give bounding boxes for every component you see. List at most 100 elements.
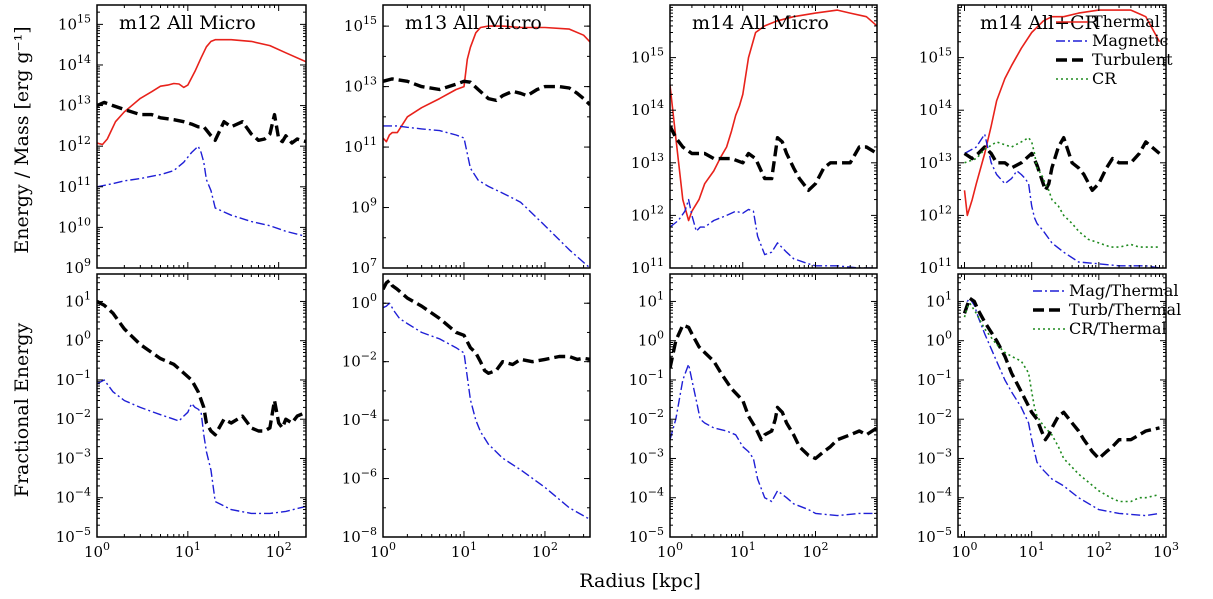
series-line-magnetic [97,145,306,238]
y-tick-label: 1011 [631,256,664,277]
legend-entry: Magnetic [1092,31,1168,50]
series-line-mag-thermal [670,363,877,517]
panel-5: 100 101 102 10−5 10−4 10−3 10−2 10−1 100 101 [56,273,307,561]
y-tick-label: 10−1 [629,368,664,389]
y-tick-label: 1015 [919,46,952,67]
series-line-turb-thermal [670,323,877,461]
y-tick-label: 100 [351,291,377,312]
series-line-cr [964,136,1160,248]
series-line-turb-thermal [97,299,306,437]
y-tick-label: 1015 [58,12,91,33]
axes-frame [382,273,591,538]
series-line-thermal [670,9,877,222]
legend-entry: CR [1092,69,1117,88]
axes-frame [957,4,1167,269]
x-tick-label: 103 [1153,540,1179,561]
y-tick-label: 10−4 [917,486,952,507]
y-tick-label: 1015 [344,14,377,35]
y-tick-label: 1013 [344,75,377,96]
y-tick-label: 10−4 [56,486,91,507]
y-tick-label: 10−3 [917,446,952,467]
panel-title: m13 All Micro [405,12,542,34]
y-tick-label: 10−4 [629,486,664,507]
panel-4: 1011 1012 1013 1014 1015 m14 All+CRThermalMag… [919,4,1173,277]
y-tick-label: 1011 [344,135,377,156]
y-tick-label: 10−8 [342,525,377,546]
y-tick-label: 101 [638,289,664,310]
axes-frame [382,4,591,269]
x-tick-label: 101 [175,540,201,561]
y-tick-label: 10−2 [629,407,664,428]
x-tick-label: 102 [532,540,558,561]
series-line-turbulent [670,125,877,192]
panel-title: m12 All Micro [119,12,256,34]
y-tick-label: 109 [351,196,377,217]
y-tick-label: 101 [926,289,952,310]
y-tick-label: 10−1 [917,368,952,389]
x-tick-label: 101 [1019,540,1045,561]
axes-frame [96,273,307,538]
x-axis-label: Radius [kpc] [579,570,700,592]
y-tick-label: 101 [65,289,91,310]
axes-frame [669,273,878,538]
panel-title: m14 All Micro [692,12,829,34]
y-tick-label: 10−3 [56,446,91,467]
x-tick-label: 102 [1086,540,1112,561]
x-tick-label: 100 [370,540,396,561]
legend-entry: CR/Thermal [1069,319,1167,338]
panel-title: m14 All+CR [980,12,1100,34]
legend-entry: Turbulent [1092,50,1173,69]
y-tick-label: 1012 [631,203,664,224]
series-line-thermal [97,38,306,146]
y-tick-label: 100 [926,329,952,350]
series-line-turbulent [97,100,306,145]
series-line-mag-thermal [97,379,306,515]
y-tick-label: 10−5 [629,525,664,546]
series-line-turbulent [963,136,1161,192]
axes-frame [669,4,878,269]
y-tick-label: 10−2 [342,350,377,371]
y-tick-label: 10−5 [917,525,952,546]
y-tick-label: 10−2 [917,407,952,428]
y-tick-label: 1012 [919,203,952,224]
panel-6: 100 101 102 10−8 10−6 10−4 10−2 100 [342,273,591,561]
y-tick-label: 1014 [631,98,664,119]
y-tick-label: 1012 [58,134,91,155]
x-tick-label: 101 [730,540,756,561]
y-tick-label: 10−4 [342,408,377,429]
y-tick-label: 1014 [58,53,91,74]
panel-7: 100 101 102 10−5 10−4 10−3 10−2 10−1 100 101 [629,273,878,561]
y-axis-label-top: Energy / Mass [erg g⁻¹] [11,26,33,253]
series-line-mag-thermal [383,302,590,521]
panel-2: 107 109 1011 1013 1015 m13 All Micro [344,4,591,277]
series-line-turb-thermal [383,278,590,375]
y-tick-label: 1010 [58,215,91,236]
y-tick-label: 1013 [631,151,664,172]
y-tick-label: 1013 [58,94,91,115]
series-line-thermal [963,9,1161,217]
x-tick-label: 100 [657,540,683,561]
legend-entry: Thermal [1092,12,1160,31]
series-line-mag-thermal [963,297,1160,517]
y-tick-label: 109 [65,256,91,277]
y-tick-label: 100 [638,329,664,350]
series-line-turbulent [383,77,590,107]
y-tick-label: 10−6 [342,467,377,488]
axes-frame [96,4,307,269]
legend-entry: Mag/Thermal [1069,281,1178,300]
panel-3: 1011 1012 1013 1014 1015 m14 All Micro [631,4,878,277]
legend-entry: Turb/Thermal [1069,300,1181,319]
axes-frame [957,273,1167,538]
series-line-thermal [383,25,590,143]
x-tick-label: 100 [84,540,110,561]
y-tick-label: 1015 [631,46,664,67]
series-line-magnetic [383,125,590,268]
x-tick-label: 102 [266,540,292,561]
x-tick-label: 100 [951,540,977,561]
series-line-magnetic [670,198,877,268]
x-tick-label: 102 [802,540,828,561]
y-tick-label: 10−3 [629,446,664,467]
